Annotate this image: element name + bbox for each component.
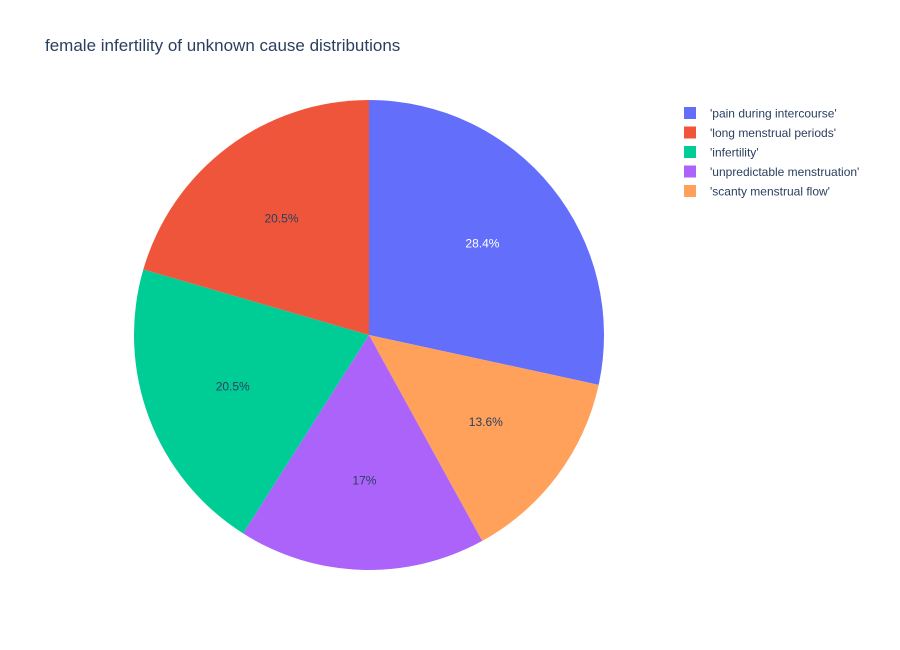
legend-item-2[interactable]: 'infertility' [684,146,759,160]
slice-label-4: 20.5% [265,211,299,225]
legend-item-1[interactable]: 'long menstrual periods' [684,126,836,140]
chart-title: female infertility of unknown cause dist… [45,36,400,55]
pie-slices [134,99,604,570]
legend-label-1: 'long menstrual periods' [710,126,836,140]
legend-swatch-2 [684,146,696,158]
legend-label-0: 'pain during intercourse' [710,107,837,121]
legend-item-4[interactable]: 'scanty menstrual flow' [684,185,830,199]
slice-label-3: 20.5% [216,380,250,394]
pie-slice-2[interactable] [243,335,483,570]
slice-label-2: 17% [352,474,376,488]
legend-swatch-4 [684,185,696,197]
legend-label-4: 'scanty menstrual flow' [710,185,830,199]
legend-swatch-1 [684,126,696,139]
legend-item-3[interactable]: 'unpredictable menstruation' [684,165,859,179]
legend-label-2: 'infertility' [710,146,759,160]
pie-slice-3[interactable] [134,269,369,534]
pie-slice-1[interactable] [369,335,599,541]
slice-labels: 28.4% 13.6% 17% 20.5% 20.5% [216,211,503,487]
slice-label-0: 28.4% [465,237,499,251]
legend-label-3: 'unpredictable menstruation' [710,165,859,179]
legend-swatch-0 [684,107,696,119]
pie-slice-4[interactable] [143,99,369,336]
legend[interactable]: 'pain during intercourse' 'long menstrual… [684,107,859,199]
legend-item-0[interactable]: 'pain during intercourse' [684,107,837,121]
slice-label-1: 13.6% [469,415,503,429]
pie-slice-0[interactable] [369,100,604,385]
legend-swatch-3 [684,165,696,178]
